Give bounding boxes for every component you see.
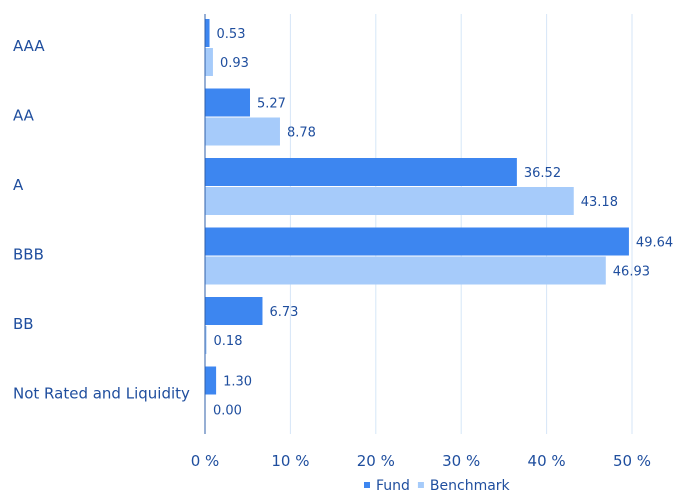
fund-bar <box>205 158 517 186</box>
category-label: BB <box>13 315 34 333</box>
x-tick-label: 20 % <box>357 452 395 470</box>
benchmark-value-label: 0.93 <box>220 56 249 71</box>
x-tick-label: 10 % <box>271 452 309 470</box>
legend: Fund Benchmark <box>364 478 511 494</box>
benchmark-value-label: 46.93 <box>613 265 650 280</box>
legend-swatch-benchmark <box>417 482 424 488</box>
category-label: Not Rated and Liquidity <box>13 385 190 403</box>
fund-bar <box>205 19 210 47</box>
legend-label-fund: Fund <box>376 478 410 494</box>
fund-value-label: 36.52 <box>524 166 561 181</box>
benchmark-value-label: 8.78 <box>287 126 316 141</box>
fund-value-label: 49.64 <box>636 236 673 251</box>
benchmark-bar <box>205 117 280 146</box>
x-tick-label: 30 % <box>442 452 480 470</box>
category-label: A <box>13 176 24 194</box>
fund-value-label: 0.53 <box>217 27 246 42</box>
benchmark-value-label: 0.00 <box>213 404 242 419</box>
fund-bar <box>205 366 217 395</box>
x-tick-label: 0 % <box>191 452 220 470</box>
value-labels: 0.53 0.93 5.278.78 36.52 43.18 49.64 46.93 6.73… <box>213 27 673 419</box>
fund-value-label: 5.27 <box>257 97 286 112</box>
x-tick-labels: 0 % 10 % 20 % 30 % 40 % 50 % <box>191 452 651 470</box>
fund-bar <box>205 88 251 117</box>
benchmark-bar <box>205 187 574 215</box>
legend-label-benchmark: Benchmark <box>430 478 511 494</box>
category-label: BBB <box>13 246 44 264</box>
category-label: AA <box>13 107 35 125</box>
benchmark-bar <box>205 326 207 354</box>
legend-swatch-fund <box>364 482 370 488</box>
fund-bar <box>205 297 263 325</box>
x-tick-label: 40 % <box>528 452 566 470</box>
bars <box>205 19 629 395</box>
fund-value-label: 6.73 <box>269 305 298 320</box>
grid-lines <box>289 14 633 434</box>
x-tick-label: 50 % <box>613 452 651 470</box>
benchmark-value-label: 43.18 <box>581 195 618 210</box>
fund-value-label: 1.30 <box>223 375 252 390</box>
benchmark-bar <box>205 48 213 76</box>
benchmark-value-label: 0.18 <box>214 334 243 349</box>
fund-bar <box>205 227 629 256</box>
category-label: AAA <box>13 37 45 55</box>
benchmark-bar <box>205 256 606 285</box>
